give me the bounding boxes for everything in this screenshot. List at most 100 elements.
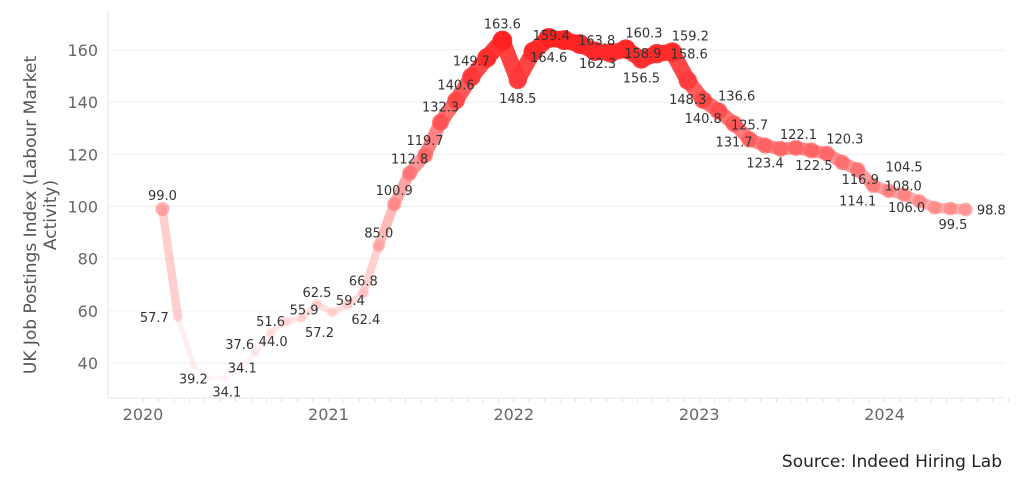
line-segment [298,301,321,322]
data-point [508,70,528,90]
data-point [569,34,590,54]
data-label: 140.8 [685,112,722,127]
y-tick-label: 40 [78,354,98,373]
data-label: 116.9 [842,173,879,188]
line-segment [267,318,290,336]
data-label: 158.9 [624,47,661,62]
data-point [387,197,402,212]
data-point [432,113,450,131]
x-tick-label: 2021 [308,405,349,424]
data-label: 164.6 [530,51,567,66]
line-segment [373,199,400,251]
data-label: 112.8 [391,153,428,168]
data-point [492,30,513,51]
data-point [662,42,683,62]
y-tick-label: 100 [67,198,98,217]
data-point [327,307,338,318]
data-point [265,327,276,338]
data-label: 162.3 [579,57,616,72]
data-label: 158.6 [671,48,708,63]
data-label: 34.1 [228,361,257,376]
data-label: 163.8 [578,34,615,49]
data-point [172,311,183,322]
data-label: 132.3 [422,101,459,116]
data-label: 51.6 [256,315,285,330]
data-point [772,140,789,157]
data-point [477,48,497,68]
data-label: 114.1 [839,194,876,209]
data-point [631,49,652,69]
data-label: 149.7 [453,55,490,70]
data-label: 123.4 [746,157,783,172]
data-point [189,360,198,370]
data-point [357,287,369,299]
line-segment [359,241,383,298]
data-label: 99.0 [148,189,177,204]
data-point [912,194,927,209]
line-segment [329,301,352,316]
data-label: 148.5 [499,92,536,107]
data-label: 55.9 [290,304,319,319]
y-tick-label: 120 [67,145,98,164]
data-point [756,137,774,154]
data-point [447,91,465,110]
data-label: 62.4 [351,313,380,328]
data-point [311,299,323,310]
line-segment [158,204,183,322]
y-tick-label: 80 [78,250,98,269]
data-label: 85.0 [364,226,393,241]
data-label: 122.5 [795,159,832,174]
data-label: 66.8 [349,275,378,290]
data-point [881,183,896,199]
data-label: 57.2 [305,326,334,341]
x-tick-label: 2023 [679,405,720,424]
data-label: 44.0 [259,335,288,350]
y-tick-label: 140 [67,93,98,112]
line-segment [252,330,274,356]
data-point [834,154,851,171]
data-label: 62.5 [302,286,331,301]
data-label: 160.3 [625,26,662,41]
data-point [741,131,758,148]
data-label: 39.2 [179,372,208,387]
line-segment [191,362,211,381]
y-tick-label: 160 [67,41,98,60]
y-axis-label: UK Job Postings Index (Labour MarketActi… [21,56,61,375]
data-point [803,142,820,159]
data-label: 159.2 [672,29,709,44]
data-point [402,165,418,181]
data-point [585,41,605,62]
data-point [281,316,292,327]
data-point [616,39,636,60]
data-point [818,145,835,162]
line-segment [313,300,336,316]
data-label: 57.7 [140,311,169,326]
data-point [462,67,481,87]
line-segment [237,350,258,372]
data-point [250,348,260,358]
data-label: 106.0 [888,201,925,216]
x-tick-label: 2020 [123,405,164,424]
data-point [694,91,713,109]
data-point [204,374,213,383]
data-point [342,299,354,310]
data-point [554,30,575,51]
data-label: 108.0 [885,180,922,195]
x-tick-label: 2024 [864,405,905,424]
data-point [235,365,244,374]
data-point [155,202,170,217]
data-label: 100.9 [376,184,413,199]
y-tick-label: 60 [78,302,98,321]
line-segment [282,315,305,325]
data-label: 120.3 [826,133,863,148]
data-point [850,162,866,178]
data-label: 131.7 [715,135,752,150]
data-label: 163.6 [484,18,521,33]
data-label: 59.4 [336,294,365,309]
data-label: 125.7 [731,118,768,133]
line-segment [222,367,242,381]
data-point [220,374,229,383]
data-point [296,313,307,324]
data-point [417,147,434,164]
